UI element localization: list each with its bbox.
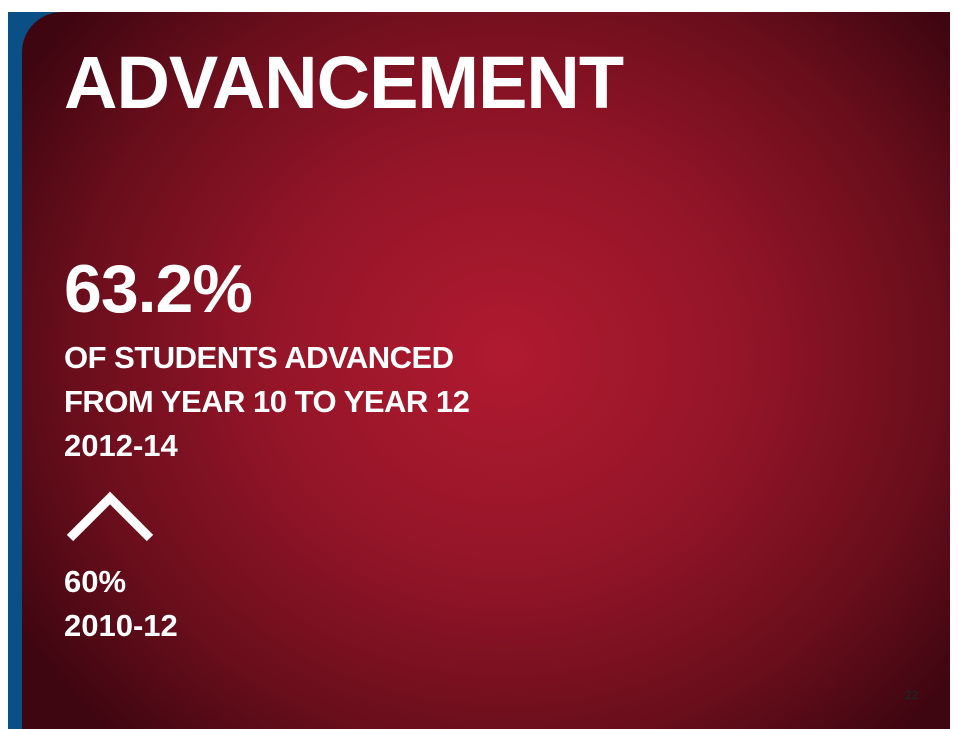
stat-text: FROM YEAR 10 TO YEAR 12: [64, 384, 470, 419]
previous-period: 2010-12: [64, 608, 178, 643]
stat-text: OF STUDENTS ADVANCED: [64, 340, 454, 375]
stat-value: 63.2%: [64, 251, 253, 327]
up-arrow: [66, 491, 154, 542]
stat-period: 2012-14: [64, 428, 178, 463]
title: ADVANCEMENT: [64, 41, 624, 124]
chevron: [66, 491, 154, 542]
slide: ADVANCEMENT 63.2% OF STUDENTS ADVANCED F…: [8, 12, 950, 729]
page-number: 22: [905, 688, 919, 702]
slide-background: [22, 12, 950, 729]
previous-value: 60%: [64, 564, 127, 599]
